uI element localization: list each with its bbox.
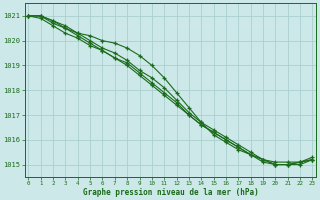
X-axis label: Graphe pression niveau de la mer (hPa): Graphe pression niveau de la mer (hPa): [83, 188, 258, 197]
